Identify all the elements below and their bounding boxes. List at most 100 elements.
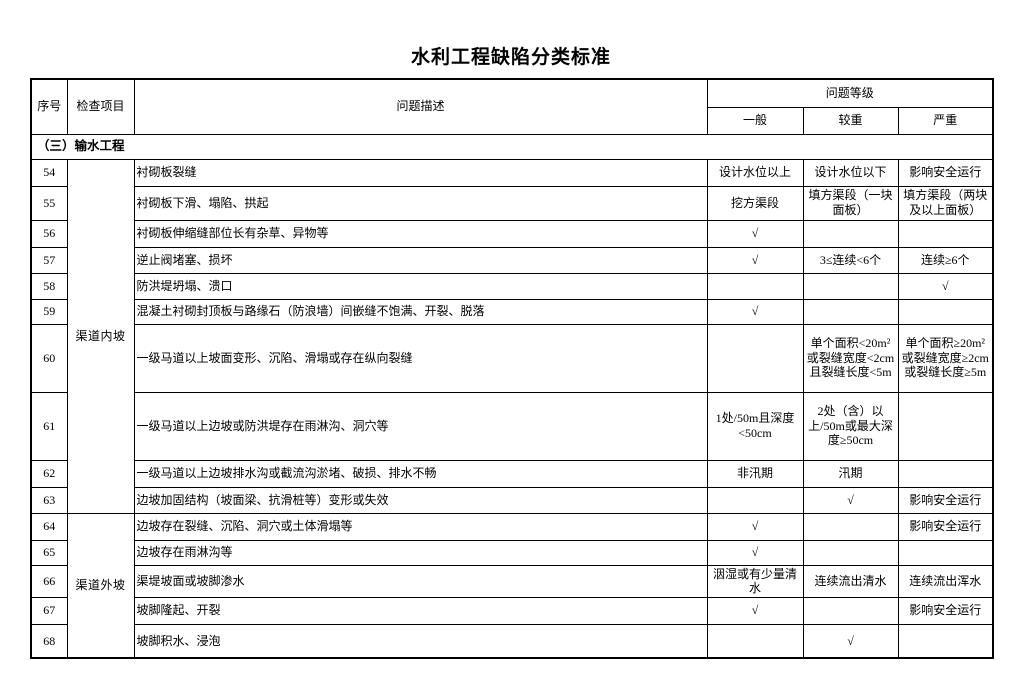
grade-severe-cell bbox=[897, 459, 994, 488]
table-row: 54 渠道内坡 衬砌板裂缝 设计水位以上 设计水位以下 影响安全运行 bbox=[30, 158, 994, 514]
seq-cell: 67 bbox=[30, 596, 68, 625]
grade-serious-cell bbox=[802, 512, 899, 541]
table-row: 57 逆止阀堵塞、损坏 √ 3≤连续<6个 连续≥6个 bbox=[30, 246, 994, 274]
grade-serious-cell bbox=[802, 596, 899, 625]
desc-cell: 衬砌板伸缩缝部位长有杂草、异物等 bbox=[133, 219, 708, 248]
desc-cell: 一级马道以上边坡排水沟或截流沟淤堵、破损、排水不畅 bbox=[133, 459, 708, 488]
grade-severe-cell: √ bbox=[897, 272, 994, 300]
item-group-cell: 渠道外坡 bbox=[66, 512, 135, 659]
table-row: 63 边坡加固结构（坡面梁、抗滑桩等）变形或失效 √ 影响安全运行 bbox=[30, 486, 994, 514]
grade-serious-cell: 设计水位以下 bbox=[802, 158, 899, 187]
grade-severe-cell: 影响安全运行 bbox=[897, 512, 994, 541]
item-group-cell: 渠道内坡 bbox=[66, 158, 135, 514]
grade-general-cell: 洇湿或有少量清水 bbox=[706, 564, 804, 598]
grade-general-cell bbox=[706, 272, 804, 300]
grade-serious-cell: 3≤连续<6个 bbox=[802, 246, 899, 274]
grade-severe-cell: 连续≥6个 bbox=[897, 246, 994, 274]
grade-general-cell: √ bbox=[706, 512, 804, 541]
desc-cell: 衬砌板裂缝 bbox=[133, 158, 708, 187]
grade-serious-cell: √ bbox=[802, 623, 899, 659]
grade-serious-cell bbox=[802, 272, 899, 300]
header-grade: 问题等级 bbox=[706, 78, 994, 108]
desc-cell: 边坡存在裂缝、沉陷、洞穴或土体滑塌等 bbox=[133, 512, 708, 541]
grade-severe-cell: 连续流出浑水 bbox=[897, 564, 994, 598]
header-seq: 序号 bbox=[30, 78, 68, 135]
section-label: （三）输水工程 bbox=[30, 133, 994, 160]
desc-cell: 坡脚隆起、开裂 bbox=[133, 596, 708, 625]
grade-general-cell bbox=[706, 486, 804, 514]
table-row: 68 坡脚积水、浸泡 √ bbox=[30, 623, 994, 659]
desc-cell: 边坡存在雨淋沟等 bbox=[133, 539, 708, 566]
grade-general-cell: 非汛期 bbox=[706, 459, 804, 488]
seq-cell: 57 bbox=[30, 246, 68, 274]
seq-cell: 54 bbox=[30, 158, 68, 187]
desc-cell: 衬砌板下滑、塌陷、拱起 bbox=[133, 185, 708, 221]
grade-serious-cell: √ bbox=[802, 486, 899, 514]
grade-general-cell: 1处/50m且深度<50cm bbox=[706, 391, 804, 461]
table-row: 66 渠堤坡面或坡脚渗水 洇湿或有少量清水 连续流出清水 连续流出浑水 bbox=[30, 564, 994, 598]
seq-cell: 55 bbox=[30, 185, 68, 221]
grade-severe-cell bbox=[897, 539, 994, 566]
grade-severe-cell: 影响安全运行 bbox=[897, 486, 994, 514]
grade-general-cell: √ bbox=[706, 539, 804, 566]
header-grade-general: 一般 bbox=[706, 106, 804, 135]
table-row: 59 混凝土衬砌封顶板与路缘石（防浪墙）间嵌缝不饱满、开裂、脱落 √ bbox=[30, 298, 994, 325]
table-row: 61 一级马道以上边坡或防洪堤存在雨淋沟、洞穴等 1处/50m且深度<50cm … bbox=[30, 391, 994, 461]
table-row: 65 边坡存在雨淋沟等 √ bbox=[30, 539, 994, 566]
grade-severe-cell: 影响安全运行 bbox=[897, 596, 994, 625]
grade-general-cell: √ bbox=[706, 596, 804, 625]
seq-cell: 65 bbox=[30, 539, 68, 566]
seq-cell: 68 bbox=[30, 623, 68, 659]
grade-serious-cell: 汛期 bbox=[802, 459, 899, 488]
grade-serious-cell bbox=[802, 539, 899, 566]
table-row: 60 一级马道以上坡面变形、沉陷、滑塌或存在纵向裂缝 单个面积<20m²或裂缝宽… bbox=[30, 323, 994, 393]
table-row: 67 坡脚隆起、开裂 √ 影响安全运行 bbox=[30, 596, 994, 625]
grade-serious-cell bbox=[802, 219, 899, 248]
grade-serious-cell bbox=[802, 298, 899, 325]
seq-cell: 58 bbox=[30, 272, 68, 300]
grade-general-cell: √ bbox=[706, 298, 804, 325]
desc-cell: 逆止阀堵塞、损坏 bbox=[133, 246, 708, 274]
grade-severe-cell bbox=[897, 391, 994, 461]
grade-serious-cell: 连续流出清水 bbox=[802, 564, 899, 598]
grade-general-cell: 挖方渠段 bbox=[706, 185, 804, 221]
table-row: 62 一级马道以上边坡排水沟或截流沟淤堵、破损、排水不畅 非汛期 汛期 bbox=[30, 459, 994, 488]
header-row-1: 序号 检查项目 问题描述 问题等级 bbox=[30, 78, 994, 135]
header-row-2: 一般 较重 严重 bbox=[31, 106, 994, 135]
seq-cell: 59 bbox=[30, 298, 68, 325]
grade-serious-cell: 填方渠段（一块面板） bbox=[802, 185, 899, 221]
header-item: 检查项目 bbox=[66, 78, 135, 135]
desc-cell: 防洪堤坍塌、溃口 bbox=[133, 272, 708, 300]
seq-cell: 60 bbox=[30, 323, 68, 393]
grade-general-cell bbox=[706, 323, 804, 393]
seq-cell: 63 bbox=[30, 486, 68, 514]
grade-general-cell: 设计水位以上 bbox=[706, 158, 804, 187]
grade-severe-cell: 填方渠段（两块及以上面板） bbox=[897, 185, 994, 221]
seq-cell: 56 bbox=[30, 219, 68, 248]
grade-serious-cell: 2处（含）以上/50m或最大深度≥50cm bbox=[802, 391, 899, 461]
header-desc: 问题描述 bbox=[133, 78, 708, 135]
grade-severe-cell bbox=[897, 219, 994, 248]
seq-cell: 62 bbox=[30, 459, 68, 488]
grade-severe-cell: 影响安全运行 bbox=[897, 158, 994, 187]
grade-serious-cell: 单个面积<20m²或裂缝宽度<2cm且裂缝长度<5m bbox=[802, 323, 899, 393]
table-row: 56 衬砌板伸缩缝部位长有杂草、异物等 √ bbox=[30, 219, 994, 248]
header-grade-serious: 较重 bbox=[802, 106, 899, 135]
desc-cell: 一级马道以上边坡或防洪堤存在雨淋沟、洞穴等 bbox=[133, 391, 708, 461]
grade-severe-cell bbox=[897, 623, 994, 659]
desc-cell: 渠堤坡面或坡脚渗水 bbox=[133, 564, 708, 598]
table-row: 55 衬砌板下滑、塌陷、拱起 挖方渠段 填方渠段（一块面板） 填方渠段（两块及以… bbox=[30, 185, 994, 221]
grade-severe-cell: 单个面积≥20m²或裂缝宽度≥2cm或裂缝长度≥5m bbox=[897, 323, 994, 393]
header-grade-severe: 严重 bbox=[897, 106, 994, 135]
table-row: 64 渠道外坡 边坡存在裂缝、沉陷、洞穴或土体滑塌等 √ 影响安全运行 bbox=[30, 512, 994, 659]
desc-cell: 边坡加固结构（坡面梁、抗滑桩等）变形或失效 bbox=[133, 486, 708, 514]
grade-severe-cell bbox=[897, 298, 994, 325]
seq-cell: 66 bbox=[30, 564, 68, 598]
desc-cell: 坡脚积水、浸泡 bbox=[133, 623, 708, 659]
desc-cell: 一级马道以上坡面变形、沉陷、滑塌或存在纵向裂缝 bbox=[133, 323, 708, 393]
grade-general-cell bbox=[706, 623, 804, 659]
grade-general-cell: √ bbox=[706, 246, 804, 274]
seq-cell: 61 bbox=[30, 391, 68, 461]
page-title: 水利工程缺陷分类标准 bbox=[410, 47, 611, 68]
